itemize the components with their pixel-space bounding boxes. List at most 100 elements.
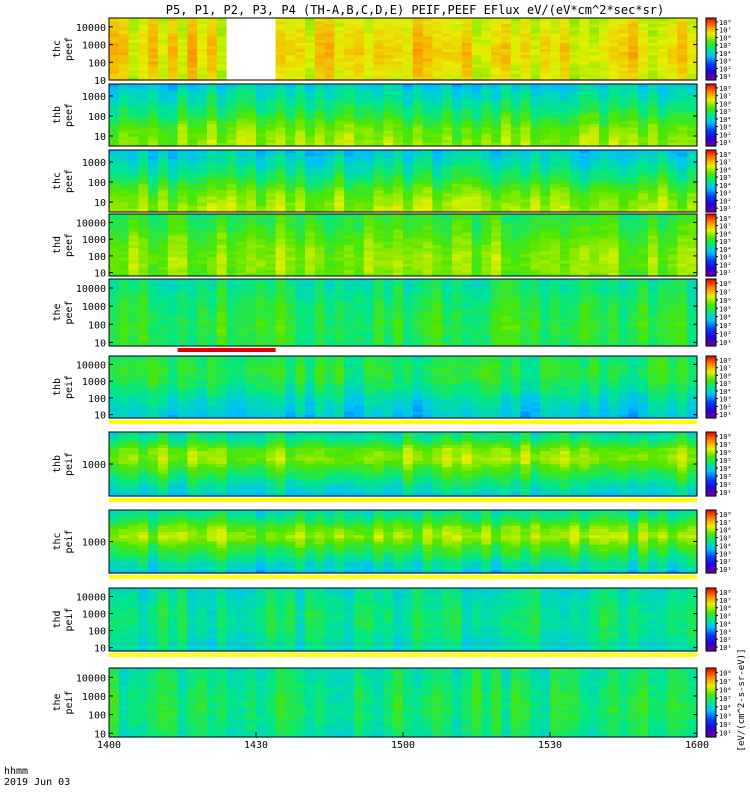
heatmap-cell [118,196,130,201]
heatmap-cell [314,64,326,69]
heatmap-cell [305,55,316,59]
heatmap-cell [246,76,257,81]
heatmap-cell [177,61,188,66]
heatmap-cell [363,49,375,53]
heatmap-cell [236,127,247,132]
heatmap-cell [677,96,688,101]
heatmap-cell [128,190,139,194]
heatmap-cell [412,39,424,44]
heatmap-cell [677,24,688,28]
heatmap-cell [638,93,649,97]
heatmap-cell [491,108,502,113]
heatmap-cell [256,45,267,50]
heatmap-cell [481,108,492,113]
heatmap-cell [412,73,424,78]
heatmap-cell [344,142,355,147]
heatmap-cell [559,36,571,41]
heatmap-cell [393,76,404,81]
heatmap-cell [471,45,482,50]
heatmap-cell [167,55,179,59]
heatmap-cell [687,73,698,78]
heatmap-cell [197,70,208,75]
heatmap-cell [530,70,541,75]
heatmap-cell [403,111,414,116]
heatmap-cell [167,70,179,75]
heatmap-cell [118,208,130,213]
heatmap-cell [412,87,424,91]
heatmap-cell [608,115,620,119]
heatmap-cell [432,108,443,113]
heatmap-cell [579,142,590,147]
heatmap-cell [354,30,365,35]
heatmap-cell [648,115,659,119]
heatmap-cell [403,70,414,75]
heatmap-cell [383,136,394,141]
heatmap-cell [148,159,159,163]
heatmap-cell [236,168,247,173]
heatmap-cell [295,27,306,31]
heatmap-cell [109,115,120,119]
heatmap-cell [285,24,296,28]
heatmap-cell [373,105,384,110]
heatmap-cell [599,49,610,53]
heatmap-cell [687,49,698,53]
heatmap-cell [275,127,286,132]
heatmap-cell [207,177,218,182]
heatmap-cell [471,73,482,78]
heatmap-cell [256,39,267,44]
heatmap-cell [295,52,306,56]
heatmap-cell [452,21,463,25]
heatmap-cell [285,115,296,119]
y-tick-label: 100 [88,178,106,189]
heatmap-cell [657,90,669,94]
panel-label-product: peef [64,233,75,257]
heatmap-cell [657,67,669,72]
heatmap-cell [334,90,345,94]
heatmap-cell [197,24,208,28]
heatmap-cell [167,42,179,47]
heatmap-cell [354,105,365,110]
heatmap-cell [638,39,649,44]
heatmap-cell [314,87,326,91]
heatmap-cell [177,33,188,38]
heatmap-cell [393,30,404,35]
heatmap-cell [677,111,688,116]
heatmap-cell [118,111,130,116]
heatmap-cell [687,21,698,25]
heatmap-cell [432,21,443,25]
heatmap-cell [452,45,463,50]
heatmap-cell [148,174,159,179]
heatmap-cell [373,21,384,25]
heatmap-cell [677,127,688,132]
heatmap-cell [216,127,228,132]
heatmap-cell [226,205,237,210]
heatmap-cell [520,96,531,101]
heatmap-cell [138,202,149,207]
heatmap-cell [109,190,120,194]
heatmap-cell [118,55,130,59]
heatmap-cell [187,177,198,182]
heatmap-cell [334,96,345,101]
heatmap-cell [501,45,512,50]
y-tick-label: 100 [88,112,106,123]
heatmap-cell [657,76,669,81]
heatmap-cell [354,121,365,125]
heatmap-cell [520,45,531,50]
heatmap-cell [216,156,228,160]
heatmap-cell [638,102,649,107]
heatmap-cell [138,199,149,204]
heatmap-cell [109,150,120,154]
heatmap-cell [491,33,502,38]
heatmap-cell [383,42,394,47]
heatmap-cell [344,105,355,110]
heatmap-cell [569,58,580,62]
heatmap-cell [589,76,600,81]
heatmap-cell [530,67,541,72]
heatmap-cell [608,133,620,138]
heatmap-cell [305,52,316,56]
heatmap-cell [412,136,424,141]
heatmap-cell [295,45,306,50]
heatmap-cell [569,133,580,138]
heatmap-cell [197,199,208,204]
